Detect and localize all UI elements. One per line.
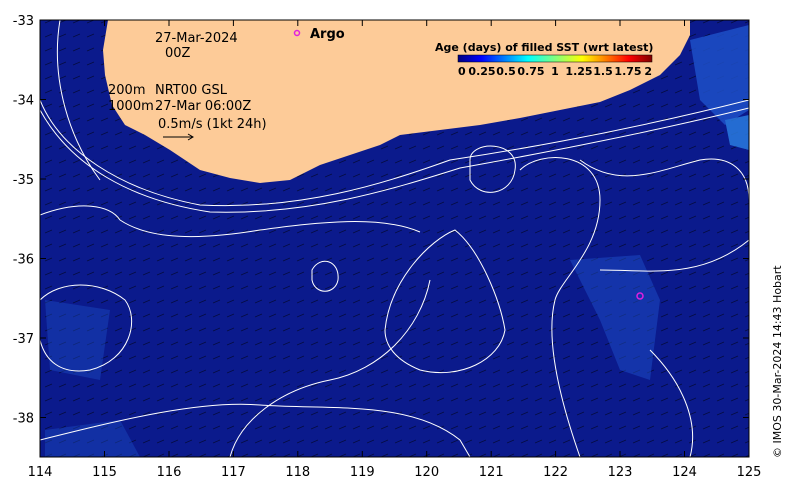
colorbar-ticks: 0 0.25 0.5 0.75 1 1.25 1.5 1.75 2 — [458, 65, 652, 78]
contours — [40, 20, 749, 457]
plot-area — [40, 20, 749, 457]
product-time-label: 27-Mar 06:00Z — [155, 99, 251, 114]
lat-tick-label: -33 — [13, 14, 34, 29]
contour-1000m-label: 1000m — [108, 99, 154, 114]
lon-tick-label: 119 — [350, 465, 375, 480]
lon-tick-label: 125 — [737, 465, 762, 480]
lon-tick-label: 123 — [608, 465, 633, 480]
argo-float-marker[interactable] — [636, 292, 644, 300]
date-label: 27-Mar-2024 — [155, 31, 238, 46]
time-label: 00Z — [165, 46, 191, 61]
colorbar-tick: 0 — [458, 65, 466, 78]
vector-scale-arrow — [163, 133, 194, 141]
argo-legend-marker — [293, 29, 301, 37]
lat-tick-label: -38 — [13, 412, 34, 427]
lon-axis: 114 115 116 117 118 119 120 121 122 123 … — [28, 20, 762, 480]
lon-tick-label: 120 — [414, 465, 439, 480]
lon-tick-label: 121 — [479, 465, 504, 480]
lon-tick-label: 117 — [221, 465, 246, 480]
colorbar-tick: 1.75 — [614, 65, 641, 78]
colorbar-tick: 0.25 — [468, 65, 495, 78]
lat-tick-label: -37 — [13, 332, 34, 347]
sst-patches — [45, 25, 749, 457]
colorbar-tick: 1 — [551, 65, 559, 78]
colorbar-title: Age (days) of filled SST (wrt latest) — [435, 41, 653, 54]
lon-tick-label: 116 — [157, 465, 182, 480]
colorbar — [457, 54, 653, 63]
plot-frame — [39, 19, 750, 458]
lat-tick-label: -36 — [13, 253, 34, 268]
vector-scale-label: 0.5m/s (1kt 24h) — [158, 117, 267, 132]
product-label: NRT00 GSL — [155, 83, 228, 98]
credit-label: © IMOS 30-Mar-2024 14:43 Hobart — [771, 265, 784, 458]
colorbar-tick: 1.5 — [593, 65, 613, 78]
lon-tick-label: 122 — [543, 465, 568, 480]
colorbar-tick: 0.75 — [517, 65, 544, 78]
lon-tick-label: 114 — [28, 465, 53, 480]
lon-tick-label: 124 — [672, 465, 697, 480]
lat-axis: -33 -34 -35 -36 -37 -38 — [13, 14, 749, 427]
lon-tick-label: 118 — [285, 465, 310, 480]
colorbar-tick: 1.25 — [565, 65, 592, 78]
contour-200m-label: 200m — [108, 83, 145, 98]
argo-legend-label: Argo — [310, 27, 345, 42]
colorbar-tick: 2 — [644, 65, 652, 78]
lat-tick-label: -35 — [13, 173, 34, 188]
lon-tick-label: 115 — [92, 465, 117, 480]
lat-tick-label: -34 — [13, 94, 34, 109]
colorbar-tick: 0.5 — [496, 65, 516, 78]
